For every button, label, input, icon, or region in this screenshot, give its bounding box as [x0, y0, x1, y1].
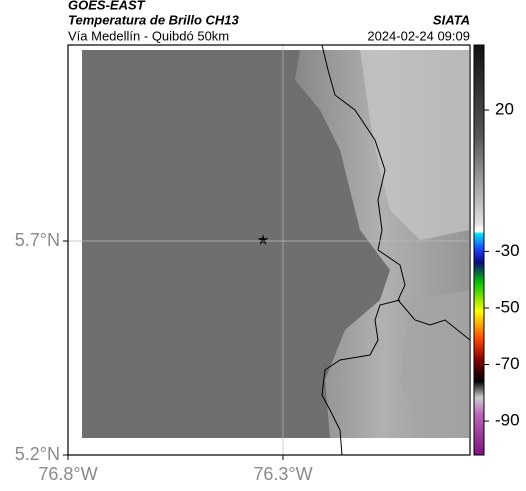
source: SIATA [433, 12, 470, 27]
x-tick-label: 76.8°W [38, 464, 97, 484]
x-tick-label: 76.3°W [253, 464, 312, 484]
title: GOES-EAST [68, 0, 146, 12]
y-tick-label: 5.2°N [15, 444, 60, 464]
colorbar [473, 44, 485, 456]
svg-text:★: ★ [257, 232, 270, 248]
subtitle: Temperatura de Brillo CH13 [68, 12, 240, 27]
route: Vía Medellín - Quibdó 50km [68, 28, 229, 43]
colorbar-label: -30 [495, 241, 520, 260]
colorbar-label: -50 [495, 297, 520, 316]
colorbar-label: -70 [495, 354, 520, 373]
map-frame [67, 44, 471, 456]
y-tick-label: 5.7°N [15, 230, 60, 250]
datetime: 2024-02-24 09:09 [367, 28, 470, 43]
colorbar-label: -90 [495, 411, 520, 430]
colorbar-label: 20 [495, 100, 514, 119]
satellite-image: ★ [82, 44, 471, 456]
